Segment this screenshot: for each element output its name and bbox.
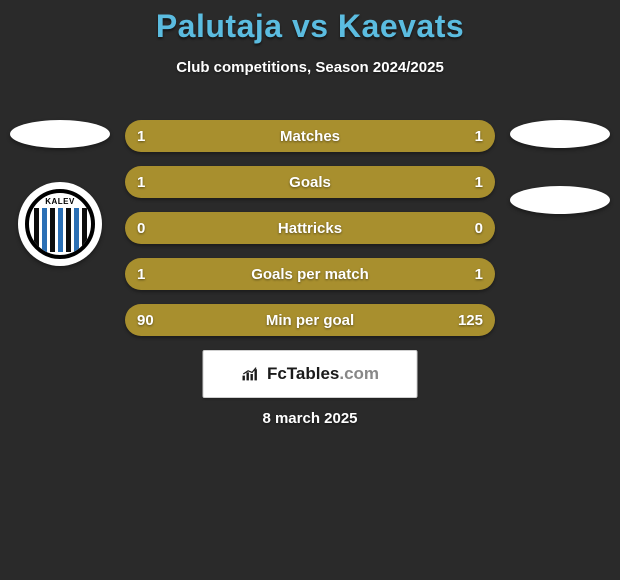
page-subtitle: Club competitions, Season 2024/2025: [0, 59, 620, 76]
right-player-oval: [510, 120, 610, 148]
club-stripes: [34, 208, 87, 252]
stat-row: 1Goals per match1: [125, 258, 495, 290]
stat-label: Hattricks: [125, 220, 495, 237]
stat-label: Goals: [125, 174, 495, 191]
stat-row: 1Goals1: [125, 166, 495, 198]
left-player-oval: [10, 120, 110, 148]
stat-right-value: 0: [475, 220, 483, 237]
date-label: 8 march 2025: [0, 410, 620, 427]
stat-right-value: 125: [458, 312, 483, 329]
stat-row: 0Hattricks0: [125, 212, 495, 244]
stat-row: 1Matches1: [125, 120, 495, 152]
page-title: Palutaja vs Kaevats: [0, 0, 620, 45]
stat-right-value: 1: [475, 128, 483, 145]
club-badge-text: KALEV: [45, 197, 75, 206]
stat-row: 90Min per goal125: [125, 304, 495, 336]
stat-label: Min per goal: [125, 312, 495, 329]
stat-label: Goals per match: [125, 266, 495, 283]
comparison-bars: 1Matches11Goals10Hattricks01Goals per ma…: [125, 120, 495, 350]
right-club-oval: [510, 186, 610, 214]
left-player-column: KALEV: [5, 120, 115, 266]
chart-icon: [241, 366, 261, 382]
footer-brand-badge: FcTables.com: [203, 350, 418, 398]
kalev-club-icon: KALEV: [25, 189, 95, 259]
stat-right-value: 1: [475, 174, 483, 191]
footer-brand-text: FcTables.com: [267, 364, 379, 384]
footer-brand-dark: FcTables: [267, 364, 339, 383]
stat-label: Matches: [125, 128, 495, 145]
footer-brand-grey: .com: [339, 364, 379, 383]
left-club-badge: KALEV: [18, 182, 102, 266]
right-player-column: [505, 120, 615, 230]
stat-right-value: 1: [475, 266, 483, 283]
